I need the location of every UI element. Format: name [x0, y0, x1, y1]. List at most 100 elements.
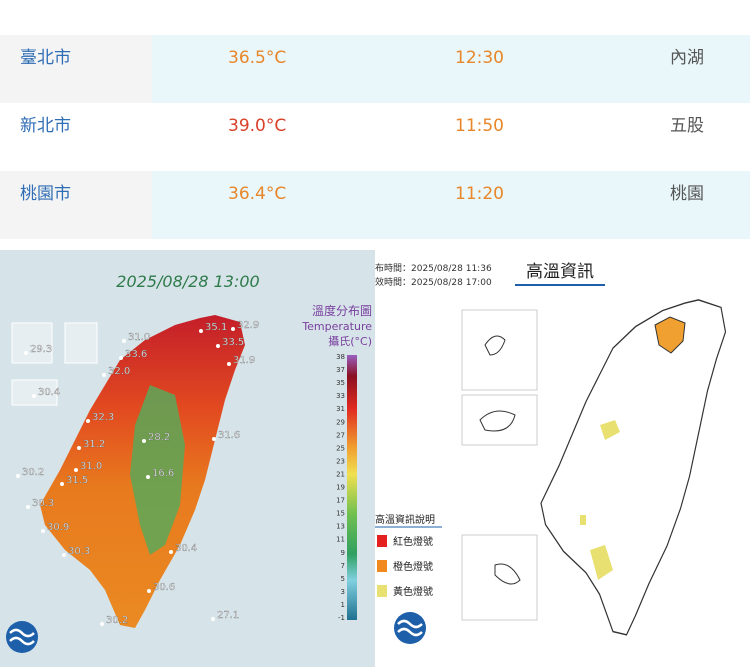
maps: 2025/08/28 13:00 溫度分布圖 Temperature 攝氏(°C… — [0, 245, 750, 667]
district: 桃園 — [670, 184, 704, 204]
station-dot — [60, 482, 64, 486]
orange-zone — [654, 316, 686, 354]
legend-swatch — [377, 585, 387, 597]
temp-unit: 攝氏(°C) — [328, 334, 372, 348]
table-row: 臺北市 36.5°C 12:30 內湖 — [0, 35, 750, 103]
station-dot — [122, 339, 126, 343]
station-dot — [231, 327, 235, 331]
station-dot — [119, 356, 123, 360]
station-label: 16.6 — [152, 468, 174, 479]
table: 臺北市 36.5°C 12:30 內湖 新北市 39.0°C 11:50 五股 桃園市 36.4°… — [0, 0, 750, 245]
station-dot — [146, 475, 150, 479]
district: 內湖 — [670, 48, 704, 68]
scale-label: 23 — [336, 457, 345, 465]
station-label: 31.6 — [218, 430, 240, 441]
time: 11:50 — [455, 116, 504, 136]
city: 新北市 — [0, 103, 152, 171]
yellow-zone — [580, 420, 620, 580]
temp-timestamp: 2025/08/28 13:00 — [116, 272, 259, 291]
station-dot — [16, 474, 20, 478]
station-dot — [102, 373, 106, 377]
legend-label: 橙色燈號 — [393, 560, 433, 573]
scale-label: 9 — [341, 549, 345, 557]
station-dot — [100, 622, 104, 626]
max-temp: 36.5°C — [228, 48, 287, 68]
station-dot — [74, 468, 78, 472]
station-label: 31.2 — [83, 439, 105, 450]
scale-label: 38 — [336, 353, 345, 361]
station-dot — [147, 589, 151, 593]
scale-label: 25 — [336, 444, 345, 452]
table-row: 新北市 39.0°C 11:50 五股 — [0, 103, 750, 171]
scale-label: 3 — [341, 588, 345, 596]
legend-title: 高溫資訊說明 — [375, 513, 435, 526]
scale-label: 7 — [341, 562, 345, 570]
legend-label: 紅色燈號 — [393, 535, 433, 548]
city: 臺北市 — [0, 35, 152, 103]
station-dot — [216, 344, 220, 348]
station-label: 30.4 — [175, 543, 197, 554]
scale-label: 1 — [341, 601, 345, 609]
row-bg — [152, 35, 750, 103]
header-cut — [0, 0, 750, 35]
city: 桃園市 — [0, 171, 152, 239]
station-label: 30.6 — [153, 582, 175, 593]
station-label: 29.3 — [30, 344, 52, 355]
colorbar — [347, 355, 357, 620]
station-label: 30.4 — [38, 387, 60, 398]
station-label: 32.9 — [237, 320, 259, 331]
legend-label: 黃色燈號 — [393, 585, 433, 598]
station-label: 35.1 — [205, 322, 227, 333]
station-label: 31.9 — [233, 355, 255, 366]
station-label: 31.5 — [66, 475, 88, 486]
station-dot — [211, 617, 215, 621]
scale-label: 15 — [336, 510, 345, 518]
station-label: 30.3 — [68, 546, 90, 557]
max-temp: 36.4°C — [228, 184, 287, 204]
scale-label: 37 — [336, 366, 345, 374]
scale-label: 19 — [336, 484, 345, 492]
station-label: 30.2 — [106, 615, 128, 626]
time: 12:30 — [455, 48, 504, 68]
station-dot — [212, 437, 216, 441]
scale-label: 17 — [336, 497, 345, 505]
valid-time: 效時間：2025/08/28 17:00 — [375, 276, 492, 288]
temp-title: 溫度分布圖 — [312, 303, 372, 318]
station-label: 32.3 — [92, 412, 114, 423]
station-dot — [77, 446, 81, 450]
station-label: 31.0 — [80, 461, 102, 472]
issued-time: 布時間：2025/08/28 11:36 — [375, 262, 492, 274]
station-label: 30.3 — [32, 498, 54, 509]
station-label: 30.2 — [22, 467, 44, 478]
logo-2 — [394, 612, 426, 644]
district: 五股 — [670, 116, 704, 136]
scale-label: 21 — [336, 470, 345, 478]
station-label: 30.9 — [47, 522, 69, 533]
scale-label: -1 — [338, 614, 345, 622]
time: 11:20 — [455, 184, 504, 204]
legend-swatch — [377, 535, 387, 547]
mountain-zone — [130, 385, 185, 555]
station-dot — [227, 362, 231, 366]
station-label: 33.5 — [222, 337, 244, 348]
station-dot — [26, 505, 30, 509]
heat-title: 高溫資訊 — [526, 262, 594, 282]
station-label: 27.1 — [217, 610, 239, 621]
scale-label: 31 — [336, 405, 345, 413]
station-dot — [169, 550, 173, 554]
station-dot — [32, 394, 36, 398]
station-label: 31.0 — [128, 332, 150, 343]
station-dot — [86, 419, 90, 423]
row-bg — [152, 171, 750, 239]
temp-subtitle: Temperature — [301, 320, 372, 333]
station-dot — [62, 553, 66, 557]
station-label: 33.6 — [125, 349, 147, 360]
station-dot — [142, 439, 146, 443]
scale-label: 29 — [336, 418, 345, 426]
station-dot — [41, 529, 45, 533]
legend-swatch — [377, 560, 387, 572]
station-dot — [24, 351, 28, 355]
table-row: 桃園市 36.4°C 11:20 桃園 — [0, 171, 750, 239]
scale-label: 35 — [336, 379, 345, 387]
